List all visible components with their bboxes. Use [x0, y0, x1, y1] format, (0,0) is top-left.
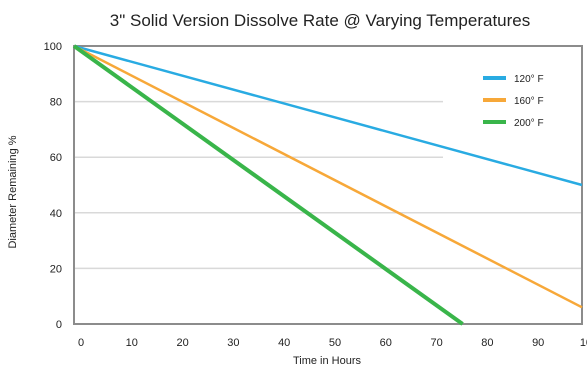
legend-label-1: 120° F — [514, 74, 544, 85]
series-line-1 — [73, 44, 583, 187]
plot-border — [73, 45, 583, 325]
x-tick-label: 20 — [176, 337, 188, 349]
y-axis-label: Diameter Remaining % — [7, 135, 19, 248]
x-tick-labels: 0 10 20 30 40 50 60 70 80 90 100 — [78, 337, 587, 349]
x-tick-label: 10 — [126, 337, 138, 349]
x-tick-label: 60 — [380, 337, 392, 349]
x-tick-label: 50 — [329, 337, 341, 349]
x-tick-label: 90 — [532, 337, 544, 349]
y-tick-label: 60 — [50, 152, 62, 164]
x-tick-label: 80 — [481, 337, 493, 349]
y-tick-label: 80 — [50, 97, 62, 109]
plot-frame — [73, 45, 583, 325]
legend-label-2: 160° F — [514, 96, 544, 107]
x-tick-label: 70 — [430, 337, 442, 349]
series-lines — [72, 44, 583, 326]
grid-lines — [74, 100, 582, 270]
y-tick-label: 20 — [50, 263, 62, 275]
x-tick-label: 30 — [227, 337, 239, 349]
y-tick-label: 40 — [50, 208, 62, 220]
x-tick-label: 40 — [278, 337, 290, 349]
series-line-2 — [73, 44, 583, 309]
y-tick-label: 100 — [44, 41, 62, 53]
chart-title: 3" Solid Version Dissolve Rate @ Varying… — [110, 11, 530, 30]
series-line-3 — [72, 44, 464, 326]
x-tick-label: 0 — [78, 337, 84, 349]
x-tick-label: 100 — [580, 337, 587, 349]
legend: 120° F 160° F 200° F — [483, 74, 544, 129]
y-tick-label: 0 — [56, 319, 62, 331]
x-axis-label: Time in Hours — [293, 355, 362, 367]
y-tick-labels: 0 20 40 60 80 100 — [44, 41, 62, 331]
legend-label-3: 200° F — [514, 118, 544, 129]
